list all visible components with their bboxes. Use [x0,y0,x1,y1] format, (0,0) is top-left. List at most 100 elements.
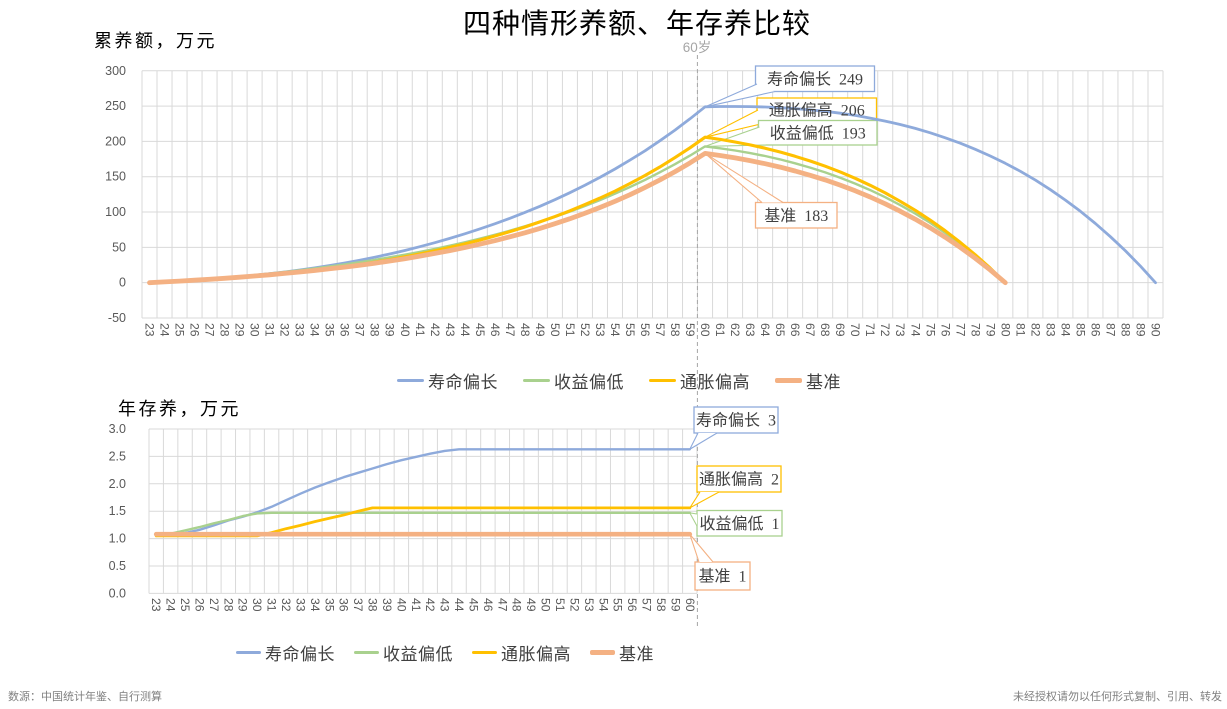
x-axis-tick-label: 76 [938,323,952,337]
x-axis-tick-label: 34 [308,323,322,337]
legend-label-blue: 寿命偏长 [428,373,498,392]
x-axis-tick-label: 63 [743,323,757,337]
callout-box-green [696,509,783,537]
legend-item-green: 收益偏低 [354,640,453,665]
x-axis-tick-label: 50 [548,323,562,337]
y-axis-tick-label: 0 [119,276,126,290]
legend-item-orange: 基准 [775,368,841,393]
x-axis-tick-label: 29 [233,323,247,337]
x-axis-tick-label: 34 [308,598,322,612]
callout-leader-blue [688,432,718,451]
x-axis-tick-label: 41 [413,323,427,337]
x-axis-tick-label: 85 [1073,323,1087,337]
x-axis-tick-label: 58 [668,323,682,337]
legend-label-green: 收益偏低 [383,645,453,664]
legend-item-blue: 寿命偏长 [397,368,498,393]
x-axis-tick-label: 60 [683,598,697,612]
x-axis-tick-label: 67 [803,323,817,337]
x-axis-tick-label: 42 [428,323,442,337]
x-axis-tick-label: 55 [611,598,625,612]
callout-box-orange [694,561,751,591]
bottom-chart-axis-title: 年存养，万元 [118,399,241,419]
x-axis-tick-label: 47 [503,323,517,337]
y-axis-tick-label: 0.0 [109,586,126,600]
x-axis-tick-label: 47 [495,598,509,612]
data-source-note: 数源：中国统计年鉴、自行测算 [8,691,162,703]
x-axis-tick-label: 57 [640,598,654,612]
x-axis-tick-label: 70 [848,323,862,337]
x-axis-tick-label: 45 [473,323,487,337]
legend-marker-orange [590,650,615,655]
x-axis-tick-label: 43 [443,323,457,337]
y-axis-tick-label: 2.0 [109,477,126,491]
y-axis-tick-label: 1.0 [109,532,126,546]
x-axis-tick-label: 45 [466,598,480,612]
x-axis-tick-label: 33 [293,323,307,337]
x-axis-tick-label: 36 [338,323,352,337]
x-axis-tick-label: 42 [423,598,437,612]
x-axis-tick-label: 43 [438,598,452,612]
x-axis-tick-label: 80 [998,323,1012,337]
x-axis-tick-label: 88 [1118,323,1132,337]
x-axis-tick-label: 60 [698,323,712,337]
x-axis-tick-label: 86 [1088,323,1102,337]
legend-item-yellow: 通胀偏高 [649,368,750,393]
x-axis-tick-label: 53 [593,323,607,337]
x-axis-tick-label: 62 [728,323,742,337]
x-axis-tick-label: 69 [833,323,847,337]
x-axis-tick-label: 26 [188,323,202,337]
callout-text-yellow: 通胀偏高 2 [699,471,779,489]
callout-text-blue: 寿命偏长 3 [696,412,776,430]
callout-leader-orange [689,533,714,563]
x-axis-tick-label: 82 [1028,323,1042,337]
y-axis-tick-label: 200 [105,134,126,148]
x-axis-tick-label: 51 [553,598,567,612]
x-axis-tick-label: 61 [713,323,727,337]
callout-box-blue [693,406,779,434]
x-axis-tick-label: 71 [863,323,877,337]
callout-box-orange [754,201,838,229]
x-axis-tick-label: 66 [788,323,802,337]
legend-marker-green [354,650,379,655]
x-axis-tick-label: 49 [533,323,547,337]
x-axis-tick-label: 84 [1058,323,1072,337]
y-axis-tick-label: 150 [105,170,126,184]
legend-item-yellow: 通胀偏高 [472,640,571,665]
x-axis-tick-label: 32 [279,598,293,612]
x-axis-tick-label: 56 [638,323,652,337]
x-axis-tick-label: 59 [668,598,682,612]
legend-label-green: 收益偏低 [554,373,624,392]
x-axis-tick-label: 87 [1103,323,1117,337]
callout-leader-yellow [689,491,720,509]
legend-marker-blue [236,650,261,655]
x-axis-tick-label: 38 [368,323,382,337]
x-axis-tick-label: 52 [578,323,592,337]
x-axis-tick-label: 89 [1133,323,1147,337]
x-axis-tick-label: 29 [236,598,250,612]
x-axis-tick-label: 23 [149,598,163,612]
legend-marker-green [523,378,550,383]
callout-text-blue: 寿命偏长 249 [767,70,863,88]
legend-label-orange: 基准 [806,373,841,392]
x-axis-tick-label: 52 [567,598,581,612]
x-axis-tick-label: 44 [458,323,472,337]
x-axis-tick-label: 31 [265,598,279,612]
x-axis-tick-label: 44 [452,598,466,612]
x-axis-tick-label: 78 [968,323,982,337]
x-axis-tick-label: 37 [351,598,365,612]
x-axis-tick-label: 30 [248,323,262,337]
x-axis-tick-label: 40 [394,598,408,612]
x-axis-tick-label: 65 [773,323,787,337]
callout-text-yellow: 通胀偏高 206 [769,101,865,119]
x-axis-tick-label: 26 [192,598,206,612]
x-axis-tick-label: 48 [518,323,532,337]
y-axis-tick-label: 50 [112,240,126,254]
y-axis-tick-label: 100 [105,205,126,219]
legend-item-green: 收益偏低 [523,368,624,393]
callout-text-orange: 基准 183 [764,207,828,225]
x-axis-tick-label: 81 [1013,323,1027,337]
x-axis-tick-label: 74 [908,323,922,337]
y-axis-tick-label: 300 [105,64,126,78]
